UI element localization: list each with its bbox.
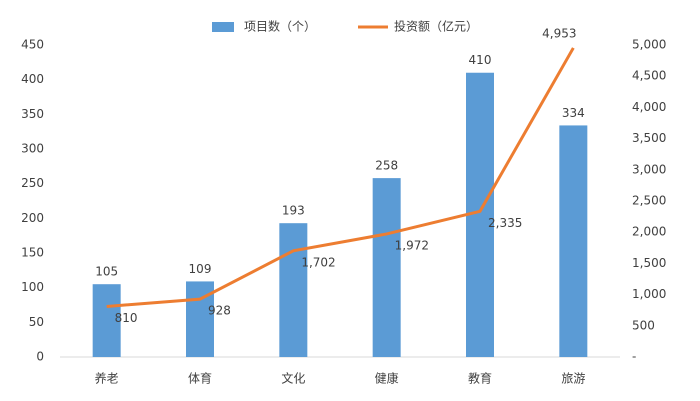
y-tick-label: 350 xyxy=(21,107,44,121)
y2-tick-label: 1,000 xyxy=(632,287,666,301)
y2-tick-label: 1,500 xyxy=(632,256,666,270)
y-tick-label: 100 xyxy=(21,280,44,294)
line xyxy=(106,47,575,308)
bar-value-label: 193 xyxy=(282,204,305,218)
x-tick-label: 教育 xyxy=(468,371,492,386)
bar xyxy=(372,178,401,357)
y2-tick-label: 4,500 xyxy=(632,69,666,83)
line-value-label: 810 xyxy=(115,311,138,325)
y-tick-label: 400 xyxy=(21,72,44,86)
bar-value-label: 334 xyxy=(562,106,585,120)
bar xyxy=(279,223,308,357)
y2-tick-label: 500 xyxy=(632,318,655,332)
x-tick-label: 旅游 xyxy=(561,372,585,386)
bar-value-label: 258 xyxy=(375,159,398,173)
y2-tick-label: 3,000 xyxy=(632,162,666,176)
y-tick-label: 300 xyxy=(21,142,44,156)
bar-value-label: 109 xyxy=(189,262,212,276)
legend-swatch xyxy=(212,22,234,32)
line-value-label: 2,335 xyxy=(488,216,522,230)
y2-tick-label: 4,000 xyxy=(632,100,666,114)
y-tick-label: 50 xyxy=(29,315,44,329)
line-value-label: 1,972 xyxy=(395,238,429,252)
line-value-label: 4,953 xyxy=(542,26,576,40)
line-value-label: 928 xyxy=(208,304,231,318)
y-tick-label: 450 xyxy=(21,38,44,52)
y-tick-label: 0 xyxy=(36,350,44,364)
line-value-label: 1,702 xyxy=(301,255,335,269)
bar-value-label: 105 xyxy=(95,265,118,279)
y-tick-label: 250 xyxy=(21,176,44,190)
bar xyxy=(559,125,588,357)
y2-tick-label: 5,000 xyxy=(632,38,666,52)
y-tick-label: 150 xyxy=(21,246,44,260)
y2-tick-label: 2,000 xyxy=(632,225,666,239)
bar-value-label: 410 xyxy=(469,53,492,67)
bar xyxy=(92,284,121,357)
y2-tick-label: - xyxy=(632,350,636,364)
y2-tick-label: 2,500 xyxy=(632,194,666,208)
x-tick-label: 体育 xyxy=(188,371,212,386)
legend-label: 项目数（个） xyxy=(244,19,316,34)
x-tick-label: 健康 xyxy=(375,371,399,386)
x-tick-label: 养老 xyxy=(95,371,119,386)
legend-label: 投资额（亿元） xyxy=(394,19,478,34)
y-tick-label: 200 xyxy=(21,211,44,225)
x-tick-label: 文化 xyxy=(281,371,305,386)
y2-tick-label: 3,500 xyxy=(632,131,666,145)
